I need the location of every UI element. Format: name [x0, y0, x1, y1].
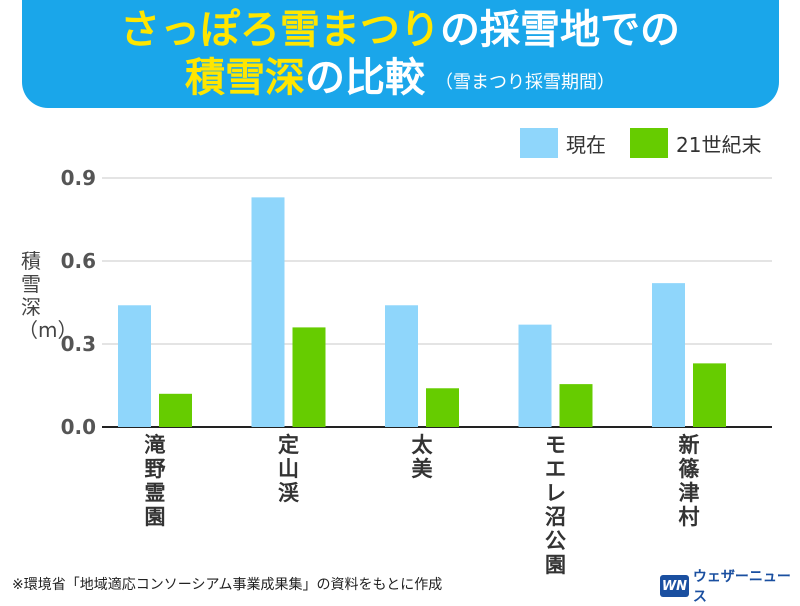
x-category-label: 霊: [145, 481, 166, 505]
title-line1-rest: の採雪地での: [440, 7, 680, 53]
bar-current: [652, 283, 685, 427]
bar-future: [159, 393, 192, 427]
y-tick-label: 0.9: [61, 166, 96, 190]
x-category-label: 新: [679, 433, 700, 457]
chart-subtitle: （雪まつり採雪期間）: [435, 72, 615, 93]
legend-item-current: 現在: [520, 128, 606, 158]
legend: 現在 21世紀末: [520, 128, 785, 158]
x-category-label: 野: [145, 457, 166, 481]
source-note: ※環境省「地域適応コンソーシアム事業成果集」の資料をもとに作成: [12, 577, 443, 593]
x-category-label: 津: [679, 481, 700, 505]
chart-title: さっぽろ雪まつりの採雪地での 積雪深 の比較 （雪まつり採雪期間）: [0, 10, 800, 98]
legend-label-future: 21世紀末: [676, 132, 762, 157]
title-line2-rest: の比較: [305, 55, 425, 101]
bar-future: [693, 363, 726, 427]
x-category-label: 公: [545, 529, 566, 553]
weathernews-logo: WN ウェザーニュース: [660, 566, 800, 606]
y-tick-label: 0.0: [61, 415, 96, 439]
bar-current: [251, 197, 285, 427]
legend-label-current: 現在: [566, 132, 606, 157]
x-category-label: 沼: [545, 505, 566, 529]
bar-current: [385, 305, 418, 427]
x-category-label: レ: [545, 481, 566, 505]
x-category-label: 園: [545, 553, 566, 577]
x-category-label: 山: [278, 457, 299, 481]
bar-current: [118, 305, 151, 427]
x-category-label: 定: [278, 433, 299, 457]
x-category-label: 太: [412, 433, 434, 457]
bar-future: [292, 327, 326, 427]
legend-item-future: 21世紀末: [630, 128, 761, 158]
x-category-label: モ: [545, 433, 566, 457]
title-line1-highlight: さっぽろ雪まつり: [120, 7, 440, 53]
y-tick-label: 0.6: [61, 249, 96, 273]
x-category-label: 篠: [679, 457, 700, 481]
legend-swatch-current: [520, 128, 558, 158]
x-category-label: 園: [145, 505, 166, 529]
title-banner: [22, 0, 779, 108]
title-line2-highlight: 積雪深: [185, 55, 305, 101]
bar-future: [559, 384, 593, 427]
x-category-label: 村: [679, 505, 700, 529]
x-category-label: エ: [545, 457, 566, 481]
x-category-label: 渓: [278, 481, 300, 505]
x-category-label: 滝: [145, 433, 166, 457]
logo-name: ウェザーニュース: [692, 569, 791, 605]
bar-current: [518, 324, 552, 427]
x-category-label: 美: [412, 457, 433, 481]
y-tick-label: 0.3: [61, 332, 96, 356]
legend-swatch-future: [630, 128, 668, 158]
bar-future: [426, 388, 459, 427]
logo-mark: WN: [660, 575, 689, 597]
